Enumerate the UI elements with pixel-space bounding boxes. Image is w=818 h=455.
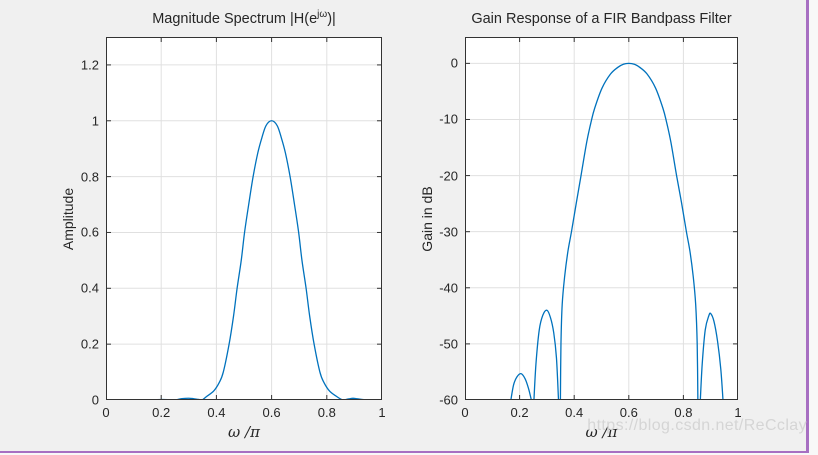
x-tick-label: 0.6 xyxy=(619,405,638,420)
plot-area xyxy=(106,37,382,400)
magnitude-spectrum-plot: Magnitude Spectrum |H(ejω)| Amplitude ω … xyxy=(60,9,386,441)
y-tick-label: -40 xyxy=(439,280,458,296)
y-tick-label: 0 xyxy=(91,392,99,408)
y-tick-label: 1.2 xyxy=(80,57,99,73)
plot-background xyxy=(465,37,738,400)
y-tick-label: 1 xyxy=(91,113,99,129)
gain-response-plot: Gain Response of a FIR Bandpass Filter G… xyxy=(419,11,742,441)
y-axis-label: Amplitude xyxy=(60,187,76,250)
title-superscript: jω xyxy=(317,9,328,20)
x-tick-label: 0.4 xyxy=(207,405,226,420)
y-tick-label: 0.2 xyxy=(80,336,99,352)
title-text-suffix: )| xyxy=(327,10,336,27)
x-tick-label: 1 xyxy=(734,405,742,420)
x-axis-label: ω /π xyxy=(228,423,260,441)
axes-box xyxy=(106,37,382,400)
gain-db-curve xyxy=(510,372,532,400)
x-tick-label: 0 xyxy=(102,405,110,420)
plot-background xyxy=(106,37,382,400)
y-tick-label: 0.4 xyxy=(80,280,99,296)
y-tick-label: -10 xyxy=(439,111,458,127)
y-tick-label: -20 xyxy=(439,168,458,184)
x-tick-label: 0.8 xyxy=(674,405,693,420)
title-text: Gain Response of a FIR Bandpass Filter xyxy=(471,10,732,27)
x-tick-label: 0.6 xyxy=(262,405,281,420)
watermark: https://blog.csdn.net/ReCclay xyxy=(587,417,807,434)
x-tick-label: 0.2 xyxy=(152,405,171,420)
x-tick-label: 0 xyxy=(461,405,469,420)
y-tick-label: -50 xyxy=(439,336,458,352)
y-tick-label: 0 xyxy=(450,55,458,71)
x-tick-label: 0.4 xyxy=(565,405,584,420)
y-tick-label: -30 xyxy=(439,224,458,240)
x-axis-label: ω /π xyxy=(585,423,618,441)
title-text: Magnitude Spectrum |H(e xyxy=(152,10,318,27)
gain-db-curve xyxy=(559,62,699,400)
y-tick-label: 0.6 xyxy=(80,224,99,240)
x-tick-label: 0.2 xyxy=(510,405,529,420)
plot-area xyxy=(465,37,738,400)
plot-title: Magnitude Spectrum |H(ejω)| xyxy=(152,9,336,27)
plot-title: Gain Response of a FIR Bandpass Filter xyxy=(471,9,731,27)
y-tick-label: 0.8 xyxy=(80,169,99,185)
y-axis-label: Gain in dB xyxy=(419,185,435,252)
x-tick-label: 1 xyxy=(378,405,386,420)
axes-box xyxy=(465,37,738,400)
y-tick-label: -60 xyxy=(439,392,458,408)
gain-db-curve xyxy=(533,309,560,400)
x-tick-label: 0.8 xyxy=(317,405,336,420)
gain-db-curve xyxy=(699,312,724,400)
